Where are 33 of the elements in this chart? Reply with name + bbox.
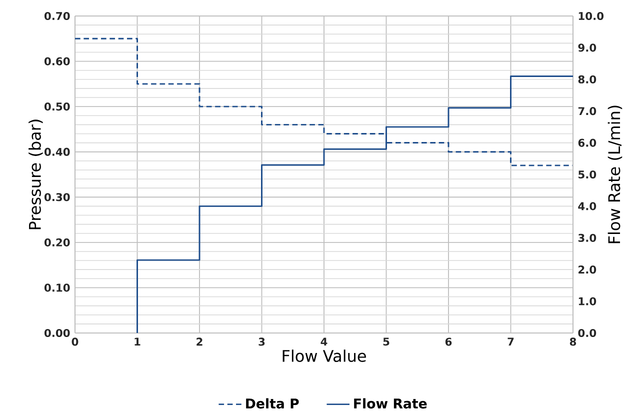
y-tick-label: 0.60 bbox=[44, 57, 70, 66]
legend-label: Flow Rate bbox=[354, 398, 427, 409]
y2-tick-label: 5.0 bbox=[578, 170, 596, 179]
y2-tick-label: 1.0 bbox=[578, 297, 596, 306]
x-axis-title: Flow Value bbox=[282, 350, 366, 362]
y-tick-label: 0.40 bbox=[44, 148, 70, 156]
x-tick-label: 7 bbox=[508, 338, 514, 346]
x-tick-label: 8 bbox=[570, 338, 576, 346]
y2-tick-label: 6.0 bbox=[578, 138, 596, 147]
y-axis-title: Pressure (bar) bbox=[28, 120, 43, 230]
x-tick-label: 1 bbox=[134, 338, 140, 346]
x-tick-label: 0 bbox=[72, 338, 78, 346]
y2-tick-label: 3.0 bbox=[578, 234, 596, 242]
y-tick-label: 0.70 bbox=[44, 12, 70, 20]
y2-tick-label: 7.0 bbox=[578, 107, 596, 116]
x-tick-label: 6 bbox=[445, 338, 452, 346]
y2-tick-label: 9.0 bbox=[578, 44, 596, 52]
y2-tick-label: 2.0 bbox=[578, 266, 596, 274]
y2-tick-label: 0.0 bbox=[578, 328, 596, 338]
x-tick-label: 3 bbox=[258, 338, 265, 346]
y-tick-label: 0.20 bbox=[44, 238, 70, 246]
y-tick-label: 0.00 bbox=[44, 328, 70, 338]
y2-tick-label: 10.0 bbox=[578, 12, 604, 20]
x-tick-label: 2 bbox=[196, 338, 202, 346]
y-tick-label: 0.30 bbox=[44, 193, 70, 202]
legend-label: Delta P bbox=[246, 398, 299, 409]
y-tick-label: 0.10 bbox=[44, 284, 70, 292]
y-tick-label: 0.50 bbox=[44, 102, 70, 111]
y2-tick-label: 4.0 bbox=[578, 202, 596, 210]
x-tick-label: 5 bbox=[383, 338, 390, 346]
y2-tick-label: 8.0 bbox=[578, 75, 596, 84]
y2-axis-title: Flow Rate (L/min) bbox=[608, 106, 622, 244]
x-tick-label: 4 bbox=[320, 338, 328, 346]
